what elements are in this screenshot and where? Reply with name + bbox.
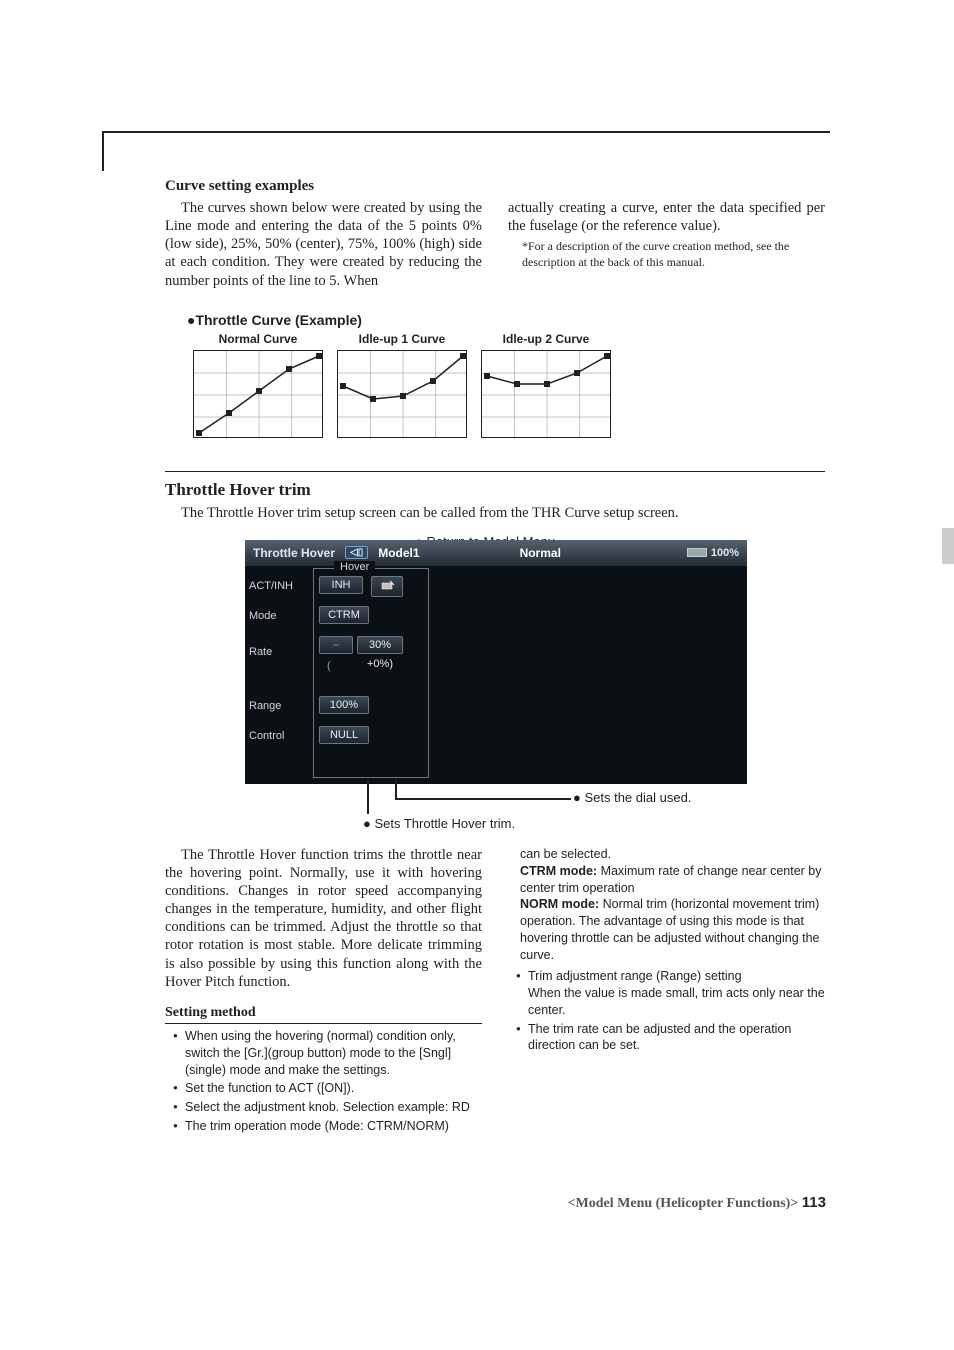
callout-trim-line bbox=[367, 780, 369, 814]
footnote: *For a description of the curve creation… bbox=[522, 239, 825, 270]
page-border-top bbox=[102, 131, 830, 133]
chart-label: Idle-up 2 Curve bbox=[481, 332, 611, 346]
chart-label: Idle-up 1 Curve bbox=[337, 332, 467, 346]
chart-svg bbox=[481, 350, 611, 438]
right-pre: can be selected. bbox=[520, 846, 825, 863]
list-item: The trim operation mode (Mode: CTRM/NORM… bbox=[173, 1118, 482, 1135]
hover-intro: The Throttle Hover trim setup screen can… bbox=[165, 504, 825, 522]
ss-header: Throttle Hover ◁▯ Model1 Normal 100% bbox=[245, 540, 747, 566]
intro-right: actually creating a curve, enter the dat… bbox=[508, 199, 825, 235]
chart-label: Normal Curve bbox=[193, 332, 323, 346]
chart-block: Idle-up 1 Curve bbox=[337, 332, 467, 443]
btn-range[interactable]: 100% bbox=[319, 696, 369, 714]
btn-rate-pct[interactable]: 30% bbox=[357, 636, 403, 654]
callout-dial-line-h bbox=[395, 798, 571, 800]
hover-para: The Throttle Hover function trims the th… bbox=[165, 846, 482, 991]
fieldset-label: Hover bbox=[334, 561, 375, 573]
right-bullet-2: The trim rate can be adjusted and the op… bbox=[516, 1021, 825, 1055]
callout-dial-line-v bbox=[395, 780, 397, 800]
knob-icon-svg bbox=[378, 579, 396, 591]
callout-dial-text: Sets the dial used. bbox=[584, 790, 691, 805]
ui-screenshot: Throttle Hover ◁▯ Model1 Normal 100% Hov… bbox=[245, 540, 747, 784]
ss-model: Model1 bbox=[378, 546, 419, 560]
right-ctrm-line: CTRM mode: Maximum rate of change near c… bbox=[520, 863, 825, 897]
footer-text: <Model Menu (Helicopter Functions)> bbox=[568, 1196, 799, 1211]
right-bullet-list: Trim adjustment range (Range) setting Wh… bbox=[508, 968, 825, 1054]
label-range: Range bbox=[249, 700, 281, 712]
right-bullet-1: Trim adjustment range (Range) setting Wh… bbox=[516, 968, 825, 1019]
btn-ctrm[interactable]: CTRM bbox=[319, 606, 369, 624]
label-control: Control bbox=[249, 730, 284, 742]
ss-mode: Normal bbox=[520, 546, 561, 560]
page-content: Curve setting examples The curves shown … bbox=[165, 178, 825, 1137]
ss-title: Throttle Hover bbox=[253, 546, 335, 560]
side-tab bbox=[942, 528, 954, 564]
label-rate: Rate bbox=[249, 646, 272, 658]
chart-svg bbox=[337, 350, 467, 438]
screenshot-area: ● Return to Model Menu Throttle Hover ◁▯… bbox=[235, 540, 755, 784]
rate-paren-r: +0%) bbox=[357, 656, 403, 672]
charts-heading: ●Throttle Curve (Example) bbox=[187, 312, 825, 328]
btn-control[interactable]: NULL bbox=[319, 726, 369, 744]
page-border-left bbox=[102, 131, 104, 171]
label-mode: Mode bbox=[249, 610, 277, 622]
btn-inh[interactable]: INH bbox=[319, 576, 363, 594]
chart-block: Idle-up 2 Curve bbox=[481, 332, 611, 443]
callout-dial: ● Sets the dial used. bbox=[573, 790, 691, 805]
back-icon[interactable]: ◁▯ bbox=[345, 546, 368, 559]
list-item: Set the function to ACT ([ON]). bbox=[173, 1080, 482, 1097]
intro-columns: The curves shown below were created by u… bbox=[165, 199, 825, 290]
right-bullet-1-sub: When the value is made small, trim acts … bbox=[528, 985, 825, 1019]
chart-row: Normal Curve Idle-up 1 Curve Idle-up 2 Cur… bbox=[193, 332, 825, 443]
right-ctrm-label: CTRM mode: bbox=[520, 864, 601, 878]
btn-knob-icon[interactable] bbox=[371, 576, 403, 597]
battery-icon bbox=[687, 548, 707, 557]
battery: 100% bbox=[687, 547, 739, 559]
page-footer: <Model Menu (Helicopter Functions)> 113 bbox=[568, 1194, 826, 1212]
chart-svg bbox=[193, 350, 323, 438]
rate-paren-l: ( bbox=[327, 660, 331, 672]
btn-rate-minus[interactable]: – bbox=[319, 636, 353, 654]
lower-columns: The Throttle Hover function trims the th… bbox=[165, 846, 825, 1137]
right-norm-label: NORM mode: bbox=[520, 897, 603, 911]
callout-trim: ● Sets Throttle Hover trim. bbox=[363, 816, 515, 831]
label-actinh: ACT/INH bbox=[249, 580, 293, 592]
ss-body: Hover ACT/INH INH Mode CTRM Rate – 30% (… bbox=[245, 566, 747, 578]
callout-trim-text: Sets Throttle Hover trim. bbox=[374, 816, 515, 831]
section-title-curve: Curve setting examples bbox=[165, 178, 825, 195]
section-title-hover: Throttle Hover trim bbox=[165, 480, 825, 500]
divider bbox=[165, 471, 825, 472]
left-bullet-list: When using the hovering (normal) conditi… bbox=[165, 1028, 482, 1135]
setting-method-heading: Setting method bbox=[165, 1005, 482, 1024]
right-norm-line: NORM mode: Normal trim (horizontal movem… bbox=[520, 896, 825, 964]
list-item: Select the adjustment knob. Selection ex… bbox=[173, 1099, 482, 1116]
chart-block: Normal Curve bbox=[193, 332, 323, 443]
list-item: When using the hovering (normal) conditi… bbox=[173, 1028, 482, 1079]
battery-pct: 100% bbox=[711, 547, 739, 559]
hover-fieldset: Hover bbox=[313, 568, 429, 778]
right-bullet-1-text: Trim adjustment range (Range) setting bbox=[528, 969, 742, 983]
intro-left: The curves shown below were created by u… bbox=[165, 199, 482, 290]
footer-page-num: 113 bbox=[802, 1194, 826, 1211]
